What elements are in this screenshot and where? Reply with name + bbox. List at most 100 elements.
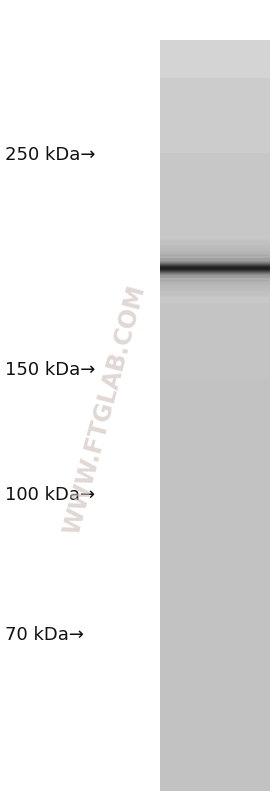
Bar (160, 246, 270, 250)
Bar (160, 233, 270, 236)
Bar (160, 180, 270, 183)
Bar (160, 310, 270, 313)
Bar (160, 565, 270, 568)
Bar (160, 275, 270, 278)
Bar (160, 248, 270, 251)
Bar (160, 447, 270, 451)
Bar (160, 543, 270, 546)
Bar (160, 370, 270, 373)
Bar (160, 618, 270, 621)
Bar (160, 750, 270, 753)
Bar (160, 140, 270, 143)
Bar (160, 325, 270, 328)
Bar (160, 552, 270, 555)
Bar (160, 117, 270, 121)
Bar (160, 440, 270, 443)
Bar (160, 288, 270, 292)
Bar (160, 562, 270, 566)
Bar (160, 305, 270, 308)
Bar (160, 251, 270, 255)
Bar (160, 237, 270, 240)
Bar (160, 268, 270, 271)
Bar (160, 667, 270, 670)
Bar (160, 168, 270, 170)
Bar (160, 510, 270, 513)
Bar (160, 244, 270, 248)
Bar (160, 695, 270, 698)
Bar (160, 350, 270, 353)
Bar (160, 241, 270, 245)
Bar (160, 263, 270, 265)
Bar (160, 45, 270, 48)
Bar (160, 53, 270, 55)
Bar (160, 755, 270, 758)
Bar (160, 185, 270, 188)
Bar (160, 113, 270, 116)
Bar (160, 188, 270, 190)
Bar (160, 368, 270, 371)
Bar (160, 512, 270, 515)
Bar (160, 707, 270, 710)
Bar (160, 780, 270, 783)
Bar (160, 257, 270, 260)
Bar (160, 205, 270, 208)
Bar (160, 443, 270, 446)
Bar (160, 280, 270, 284)
Bar (160, 330, 270, 333)
Bar (160, 105, 270, 108)
Bar (160, 128, 270, 130)
Bar (160, 73, 270, 75)
Bar (160, 573, 270, 575)
Bar (160, 292, 270, 296)
Bar (160, 550, 270, 553)
Bar (160, 540, 270, 543)
Bar (160, 560, 270, 563)
Bar (160, 312, 270, 316)
Bar (160, 622, 270, 626)
Bar (160, 627, 270, 630)
Bar (160, 768, 270, 770)
Bar (160, 463, 270, 466)
Bar (160, 177, 270, 181)
Bar (160, 432, 270, 435)
Bar (160, 737, 270, 741)
Bar (160, 270, 270, 273)
Bar (160, 400, 270, 403)
Bar (160, 102, 270, 105)
Bar (160, 420, 270, 423)
Bar (160, 244, 270, 248)
Bar (160, 495, 270, 498)
Bar (160, 645, 270, 648)
Bar (160, 363, 270, 365)
Bar (160, 308, 270, 311)
Bar (160, 782, 270, 785)
Bar (160, 580, 270, 583)
Bar (160, 175, 270, 178)
Bar (160, 248, 270, 252)
Bar (160, 480, 270, 483)
Bar (160, 710, 270, 713)
Bar (160, 328, 270, 331)
Bar (160, 170, 270, 173)
Bar (160, 220, 270, 223)
Bar (160, 475, 270, 478)
Bar (160, 150, 270, 153)
Bar (160, 90, 270, 93)
Bar (160, 777, 270, 781)
Bar (160, 478, 270, 480)
Bar (160, 285, 270, 289)
Bar (160, 460, 270, 463)
Bar (160, 148, 270, 150)
Bar (160, 202, 270, 205)
Bar (160, 547, 270, 551)
Bar (160, 490, 270, 493)
Bar (160, 58, 270, 61)
Bar (160, 173, 270, 176)
Bar (160, 377, 270, 380)
Bar (160, 773, 270, 776)
Bar (160, 240, 270, 244)
Bar (160, 403, 270, 406)
Bar (160, 407, 270, 411)
Bar (160, 665, 270, 668)
Bar (160, 282, 270, 286)
